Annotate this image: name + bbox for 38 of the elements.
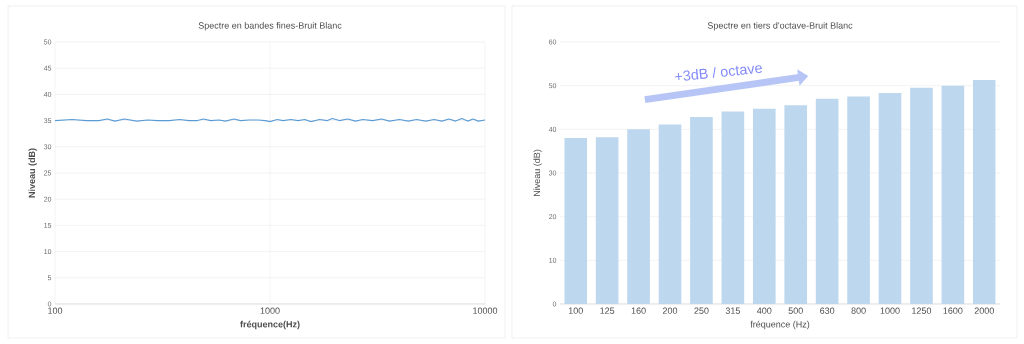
bar [815,98,839,304]
x-tick-label: 1000 [260,307,280,314]
annotation: +3dB / octave [675,65,762,81]
x-tick-label: 500 [788,307,803,314]
bar [941,85,965,304]
x-tick-label: 1000 [880,307,900,314]
bar [595,137,619,304]
x-tick-label: 315 [725,307,740,314]
bar [878,93,902,304]
x-tick-label: 1250 [912,307,932,314]
x-tick-label: 125 [600,307,615,314]
x-axis-title: fréquence (Hz) [750,320,810,330]
bar [658,124,682,304]
bar [910,87,933,304]
x-tick-label: 10000 [473,307,498,314]
bar [972,79,996,304]
x-tick-label: 200 [662,307,678,314]
x-tick-label: 630 [820,307,835,314]
chart-title: Spectre en bandes fines-Bruit Blanc [198,22,342,31]
x-tick-label: 250 [694,307,709,314]
x-tick-label: 100 [48,307,63,314]
x-tick-label: 2000 [974,307,994,314]
x-tick-label: 400 [756,307,772,314]
bar [847,96,870,304]
x-tick-label: 800 [851,307,866,314]
bar [564,138,588,304]
x-axis-title: fréquence(Hz) [240,320,300,330]
x-tick-label: 160 [631,307,646,314]
bar [627,129,650,304]
bar [784,105,808,304]
chart-title: Spectre en tiers d'octave-Bruit Blanc [707,22,853,31]
bar [721,111,745,304]
y-axis-title: Niveau (dB) [28,148,37,198]
y-axis-title: Niveau (dB) [533,149,542,197]
x-tick-label: 100 [568,307,583,314]
x-tick-label: 1600 [943,307,963,314]
bar [690,117,713,304]
bar [752,108,776,304]
